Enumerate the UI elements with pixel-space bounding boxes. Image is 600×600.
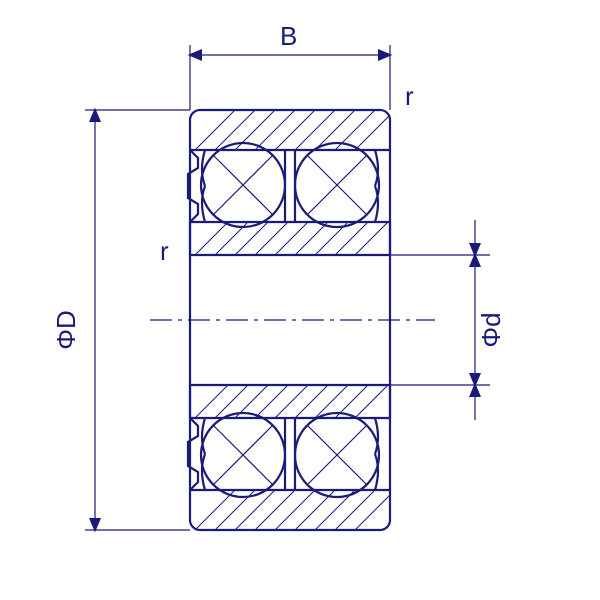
label-width: B xyxy=(280,21,297,51)
hatch-outer-bot xyxy=(195,490,390,530)
label-fillet-top: r xyxy=(405,81,414,111)
hatch-inner-bot xyxy=(195,385,388,418)
label-outer-dia: ΦD xyxy=(51,310,81,350)
balls-bot xyxy=(201,413,379,497)
hatch-outer-top xyxy=(195,110,390,150)
hatch-inner-top xyxy=(195,222,388,255)
label-fillet-inner: r xyxy=(160,236,169,266)
bearing-diagram: B r r ΦD Φd xyxy=(0,0,600,600)
balls-top xyxy=(201,143,379,227)
label-inner-dia: Φd xyxy=(476,312,506,347)
